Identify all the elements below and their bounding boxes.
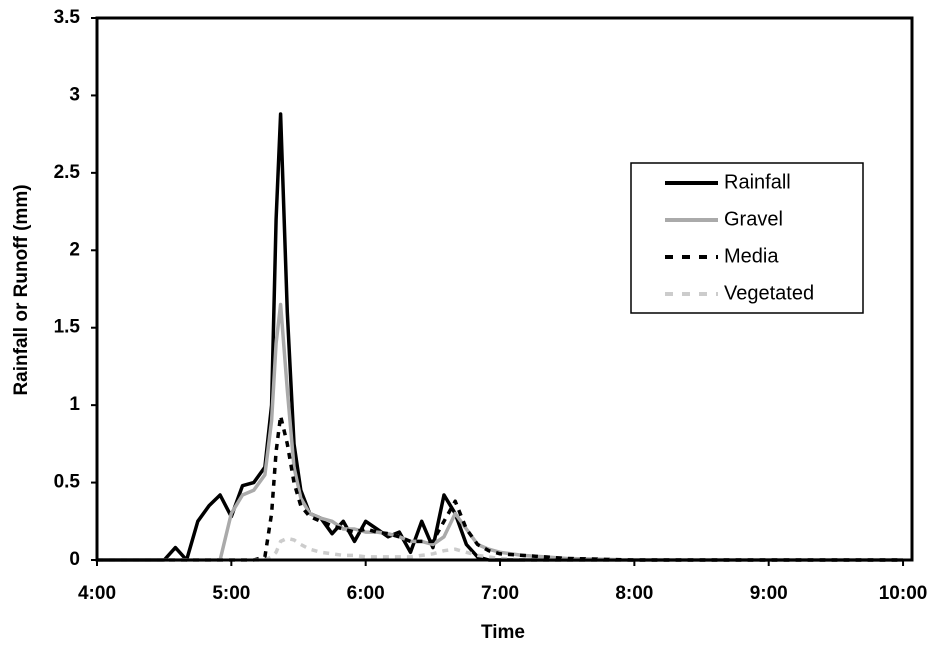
legend: Rainfall Gravel Media Vegetated xyxy=(630,162,864,314)
y-tick-label: 1 xyxy=(69,394,80,415)
legend-label: Gravel xyxy=(724,208,783,230)
y-tick-label: 1.5 xyxy=(54,317,81,338)
series-line xyxy=(97,536,903,562)
y-tick-label: 3 xyxy=(69,84,80,105)
series-line xyxy=(97,414,903,562)
x-tick-label: 8:00 xyxy=(615,583,653,604)
x-tick-label: 4:00 xyxy=(78,583,116,604)
legend-label: Media xyxy=(724,245,779,267)
x-axis-title: Time xyxy=(481,622,525,643)
legend-label: Rainfall xyxy=(724,171,791,193)
x-tick-label: 6:00 xyxy=(347,583,385,604)
y-tick-label: 0 xyxy=(69,549,80,570)
y-tick-label: 2.5 xyxy=(54,162,81,183)
y-tick-label: 0.5 xyxy=(54,472,81,493)
x-tick-label: 5:00 xyxy=(212,583,250,604)
legend-label: Vegetated xyxy=(724,282,814,304)
x-tick-label: 10:00 xyxy=(879,583,928,604)
x-tick-label: 9:00 xyxy=(750,583,788,604)
x-tick-label: 7:00 xyxy=(481,583,519,604)
plot-frame xyxy=(95,16,914,562)
legend-box xyxy=(630,162,864,314)
y-tick-label: 2 xyxy=(69,239,80,260)
y-axis-title: Rainfall or Runoff (mm) xyxy=(11,184,32,395)
series-line xyxy=(97,302,903,562)
y-tick-label: 3.5 xyxy=(54,7,81,28)
